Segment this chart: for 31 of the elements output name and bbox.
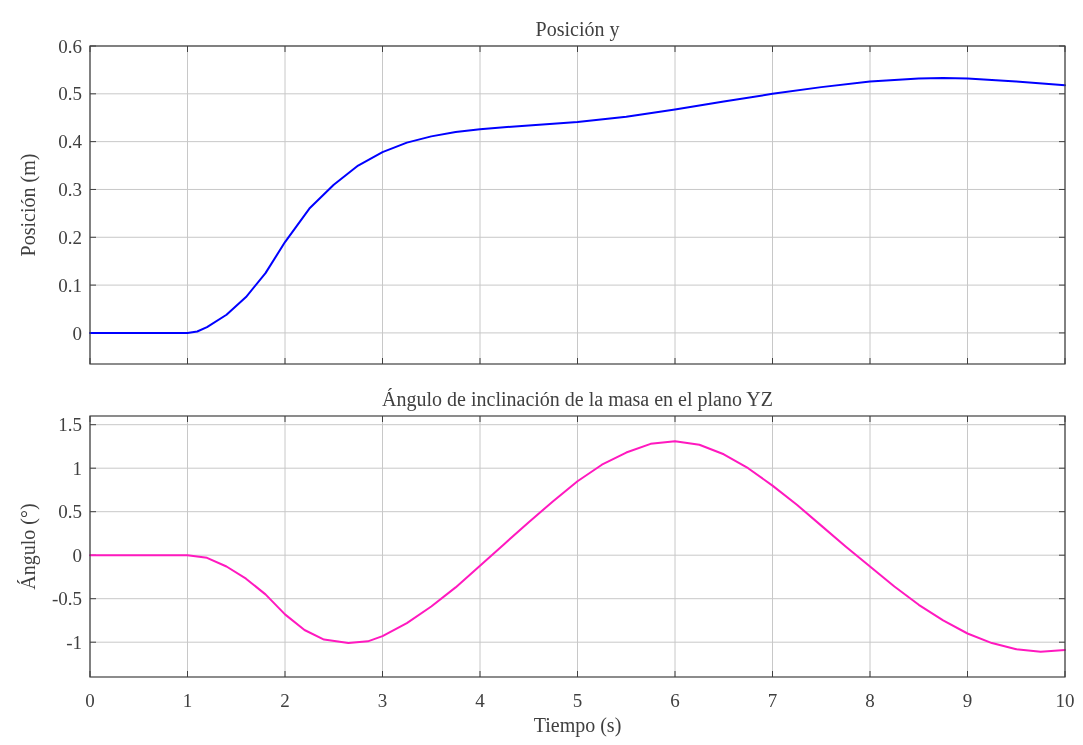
y-tick-label: 0.5 [58,83,82,105]
y-axis-title: Ángulo (°) [17,503,40,590]
line-series [89,77,1066,334]
x-axis-title: Tiempo (s) [533,714,622,737]
chart-title: Ángulo de inclinación de la masa en el plano YZ [382,388,773,411]
y-tick-label: 0 [72,322,82,344]
y-tick-label: 0.6 [58,35,82,57]
y-tick-label: 1.5 [58,414,82,436]
y-tick-label: 0.5 [58,501,82,523]
y-tick-label: 0.3 [58,179,82,201]
x-tick-label: 1 [182,690,193,711]
x-tick-label: 10 [1055,690,1075,711]
y-tick-label: 0.4 [58,131,83,153]
x-tick-label: 6 [670,690,680,711]
y-tick-label: 1 [72,457,82,479]
x-tick-label: 7 [767,690,778,711]
chart-title: Posición y [535,18,620,41]
y-tick-label: 0.1 [58,274,82,296]
line-series [89,440,1066,653]
y-axis-title: Posición (m) [17,153,40,257]
x-tick-label: 0 [85,690,95,711]
y-tick-label: 0 [72,544,82,566]
x-tick-label: 3 [377,690,388,711]
x-tick-label: 8 [865,690,875,711]
y-tick-label: -0.5 [51,588,82,610]
y-tick-label: 0.2 [58,226,82,248]
x-tick-label: 4 [475,690,486,711]
x-tick-label: 5 [572,690,583,711]
y-tick-label: -1 [66,631,82,653]
x-tick-label: 2 [280,690,290,711]
x-tick-label: 9 [962,690,973,711]
